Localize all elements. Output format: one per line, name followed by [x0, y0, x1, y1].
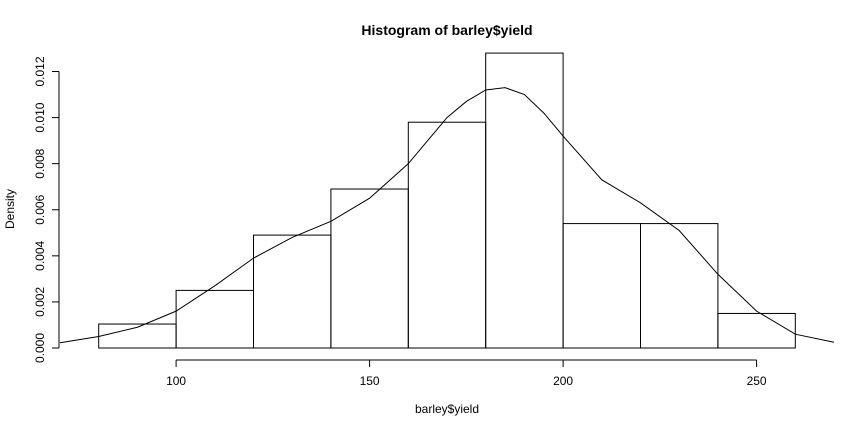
- histogram-bar-2: [175, 289, 255, 349]
- histogram-bar-7: [562, 223, 641, 349]
- histogram-bar-6: [485, 52, 564, 349]
- y-tick-label-6: 0.012: [33, 56, 47, 86]
- y-tick-label-5: 0.010: [33, 102, 47, 132]
- x-axis-label: barley$yield: [415, 402, 479, 416]
- histogram-bar-5: [407, 121, 487, 349]
- histogram-bars: [98, 52, 796, 349]
- x-tick-label-250: 250: [747, 374, 767, 388]
- histogram-bar-9: [717, 312, 796, 349]
- density-curve: [59, 87, 835, 344]
- y-tick-label-0: 0.000: [33, 333, 47, 363]
- chart-title: Histogram of barley$yield: [361, 22, 532, 38]
- y-axis-label: Density: [3, 189, 17, 229]
- y-tick-label-4: 0.008: [33, 148, 47, 178]
- x-tick-label-200: 200: [553, 374, 573, 388]
- y-axis: 0.000 0.002 0.004 0.006 0.008 0.010 0.012: [33, 56, 60, 363]
- x-tick-label-150: 150: [360, 374, 380, 388]
- y-tick-label-2: 0.004: [33, 241, 47, 271]
- histogram-bar-8: [640, 223, 719, 349]
- x-tick-label-100: 100: [166, 374, 186, 388]
- y-tick-label-1: 0.002: [33, 287, 47, 317]
- histogram-bar-4: [330, 188, 409, 349]
- x-axis: 100 150 200 250: [166, 359, 767, 388]
- y-tick-label-3: 0.006: [33, 194, 47, 224]
